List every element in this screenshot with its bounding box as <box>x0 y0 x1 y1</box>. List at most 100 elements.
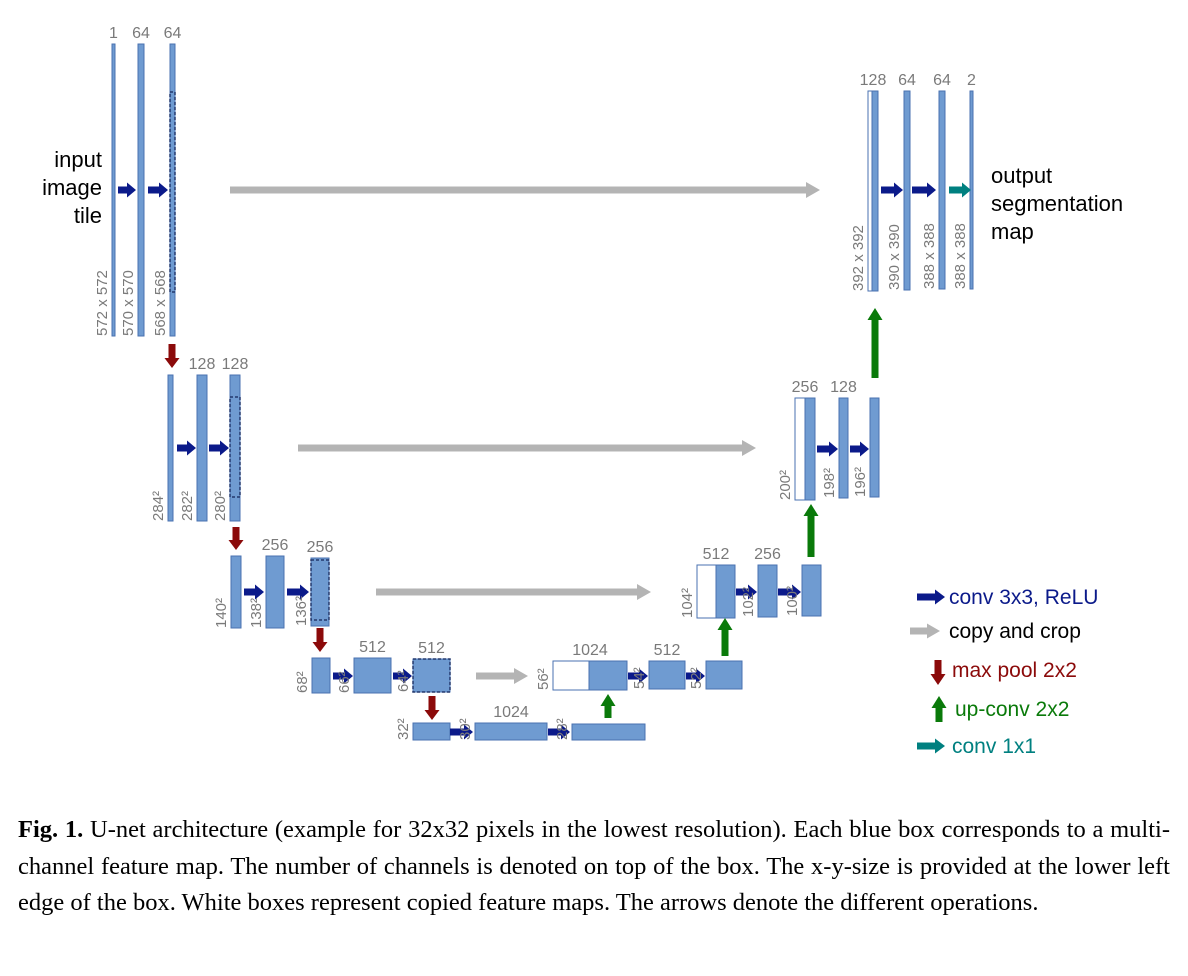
feature-maps <box>111 43 974 741</box>
input-label-line-2: image <box>42 175 102 200</box>
max-pool-arrow <box>424 696 440 720</box>
feature-map-l4c <box>412 658 451 693</box>
unet-diagram: 1 572 x 572 64 570 x 570 64 568 x 568 284² 128 2… <box>42 25 1123 758</box>
size-label: 388 x 388 <box>921 223 938 289</box>
size-label: 392 x 392 <box>850 225 867 291</box>
legend-conv-label: conv 3x3, ReLU <box>949 586 1098 609</box>
size-label: 66² <box>336 671 353 693</box>
size-label: 390 x 390 <box>886 224 903 290</box>
box-labels: 1 572 x 572 64 570 x 570 64 568 x 568 284² 128 2… <box>94 25 976 740</box>
conv-3x3-arrow <box>209 440 229 456</box>
feature-map-u2b <box>838 397 849 499</box>
legend-upconv: up-conv 2x2 <box>931 696 1069 722</box>
output-label-line-2: segmentation <box>991 191 1123 216</box>
conv-3x3-arrow <box>628 668 648 684</box>
size-label: 284² <box>150 491 167 521</box>
up-conv-arrow <box>803 504 819 557</box>
gray-right-arrow-icon <box>910 623 940 639</box>
crop-region-l2c <box>229 396 241 498</box>
channel-count-label: 256 <box>792 379 819 396</box>
output-label-line-1: output <box>991 163 1052 188</box>
feature-map-l2b <box>196 374 208 522</box>
feature-map-l3c <box>310 557 330 627</box>
copy-and-crop-arrow <box>298 440 756 456</box>
copy-and-crop-arrow <box>376 584 651 600</box>
feature-map-l3b <box>265 555 285 629</box>
conv-3x3-arrow <box>177 440 196 456</box>
up-arrow-icon <box>931 696 947 722</box>
crop-region-l3c <box>310 559 330 621</box>
up-conv-arrow <box>600 694 616 718</box>
down-arrow-icon <box>930 660 946 685</box>
feature-map-u1c <box>938 90 946 290</box>
conv-3x3-arrow <box>686 668 705 684</box>
max-pool-arrow <box>312 628 328 652</box>
conv-3x3-arrow <box>333 668 353 684</box>
legend-copy: copy and crop <box>910 620 1081 643</box>
channel-count-label: 128 <box>830 379 857 396</box>
channel-count-label: 64 <box>164 25 182 42</box>
feature-map-l3a <box>230 555 242 629</box>
max-pool-arrow <box>228 527 244 550</box>
output-label-line-3: map <box>991 219 1034 244</box>
input-label-line-3: tile <box>74 203 102 228</box>
channel-count-label: 64 <box>132 25 150 42</box>
size-label: 572 x 572 <box>94 270 111 336</box>
teal-right-arrow-icon <box>917 738 945 754</box>
up-conv-arrow <box>717 618 733 656</box>
legend-conv1x1-label: conv 1x1 <box>952 735 1036 758</box>
copy-and-crop-arrow <box>476 668 528 684</box>
conv-3x3-arrow <box>736 584 757 600</box>
size-label: 28² <box>554 718 571 740</box>
legend: conv 3x3, ReLU copy and crop max pool 2x… <box>910 586 1098 758</box>
conv-3x3-arrow <box>244 584 264 600</box>
figure-caption: Fig. 1. U-net architecture (example for … <box>18 812 1170 922</box>
conv-3x3-arrow <box>450 724 473 740</box>
feature-map-b2 <box>474 722 548 741</box>
size-label: 138² <box>248 598 265 628</box>
channel-count-label: 1024 <box>493 704 529 721</box>
caption-text: U-net architecture (example for 32x32 pi… <box>18 816 1171 916</box>
feature-map-u1a <box>871 90 879 292</box>
down-arrow-shape <box>930 660 946 685</box>
legend-copy-label: copy and crop <box>949 620 1081 643</box>
channel-count-label: 128 <box>189 356 216 373</box>
size-label: 68² <box>294 671 311 693</box>
up-arrow-shape <box>931 696 947 722</box>
legend-pool-label: max pool 2x2 <box>952 659 1077 682</box>
size-label: 140² <box>213 598 230 628</box>
feature-map-u4c <box>705 660 743 690</box>
feature-map-l1a <box>111 43 116 337</box>
feature-map-b1 <box>412 722 451 741</box>
output-label: output segmentation map <box>991 163 1123 244</box>
conv-3x3-arrow <box>118 182 136 198</box>
conv-1x1-arrow <box>949 182 971 198</box>
channel-count-label: 1 <box>109 25 118 42</box>
size-label: 30² <box>457 718 474 740</box>
conv-3x3-arrow <box>148 182 168 198</box>
channel-count-label: 1024 <box>572 642 608 659</box>
legend-conv1x1: conv 1x1 <box>917 735 1036 758</box>
size-label: 102² <box>740 587 757 617</box>
channel-count-label: 256 <box>262 537 289 554</box>
feature-map-u4a <box>588 660 628 691</box>
size-label: 282² <box>179 491 196 521</box>
conv-3x3-arrow <box>393 668 412 684</box>
conv-3x3-arrow <box>850 441 869 457</box>
size-label: 570 x 570 <box>120 270 137 336</box>
feature-map-l4b <box>353 657 392 694</box>
size-label: 54² <box>631 667 648 689</box>
size-label: 100² <box>784 586 801 616</box>
up-conv-arrow <box>867 308 883 378</box>
copy-and-crop-arrow <box>230 182 820 198</box>
size-label: 56² <box>535 668 552 690</box>
feature-map-u3a <box>715 564 736 619</box>
legend-conv: conv 3x3, ReLU <box>917 586 1098 609</box>
feature-map-l4a <box>311 657 331 694</box>
max-pool-arrow <box>164 344 180 368</box>
size-label: 64² <box>395 670 412 692</box>
caption-label: Fig. 1. <box>18 816 84 843</box>
size-label: 388 x 388 <box>952 223 969 289</box>
legend-pool: max pool 2x2 <box>930 659 1077 685</box>
size-label: 280² <box>212 491 229 521</box>
